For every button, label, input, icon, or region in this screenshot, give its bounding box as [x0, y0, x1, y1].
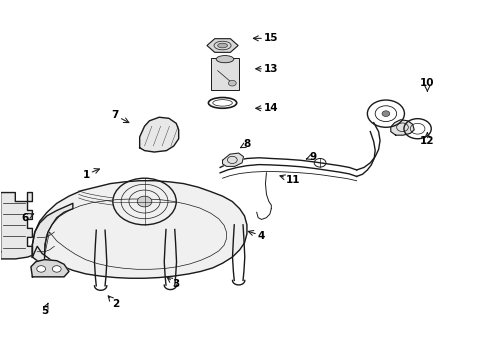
Ellipse shape	[216, 55, 233, 63]
Polygon shape	[222, 153, 243, 166]
Text: 9: 9	[306, 152, 316, 162]
Text: 10: 10	[419, 78, 434, 91]
Polygon shape	[31, 260, 69, 277]
Circle shape	[52, 266, 61, 272]
Text: 6: 6	[21, 213, 34, 222]
Text: 1: 1	[82, 168, 99, 180]
Text: 12: 12	[419, 132, 434, 145]
Text: 11: 11	[280, 175, 300, 185]
Polygon shape	[140, 117, 178, 152]
Text: 7: 7	[111, 111, 129, 123]
Polygon shape	[390, 120, 413, 135]
Text: 13: 13	[255, 64, 278, 74]
Circle shape	[381, 111, 389, 117]
Text: 15: 15	[253, 33, 278, 43]
Ellipse shape	[217, 43, 227, 48]
Circle shape	[137, 196, 152, 207]
Text: 4: 4	[248, 230, 264, 240]
Text: 3: 3	[167, 277, 180, 289]
Text: 14: 14	[255, 103, 278, 113]
Text: 8: 8	[240, 139, 250, 149]
Circle shape	[37, 266, 45, 272]
Bar	[211, 58, 238, 90]
Polygon shape	[0, 193, 32, 259]
Text: 2: 2	[108, 296, 119, 309]
Polygon shape	[206, 39, 238, 52]
Circle shape	[228, 80, 236, 86]
Polygon shape	[32, 181, 246, 278]
Text: 5: 5	[41, 303, 48, 316]
Polygon shape	[32, 203, 73, 262]
